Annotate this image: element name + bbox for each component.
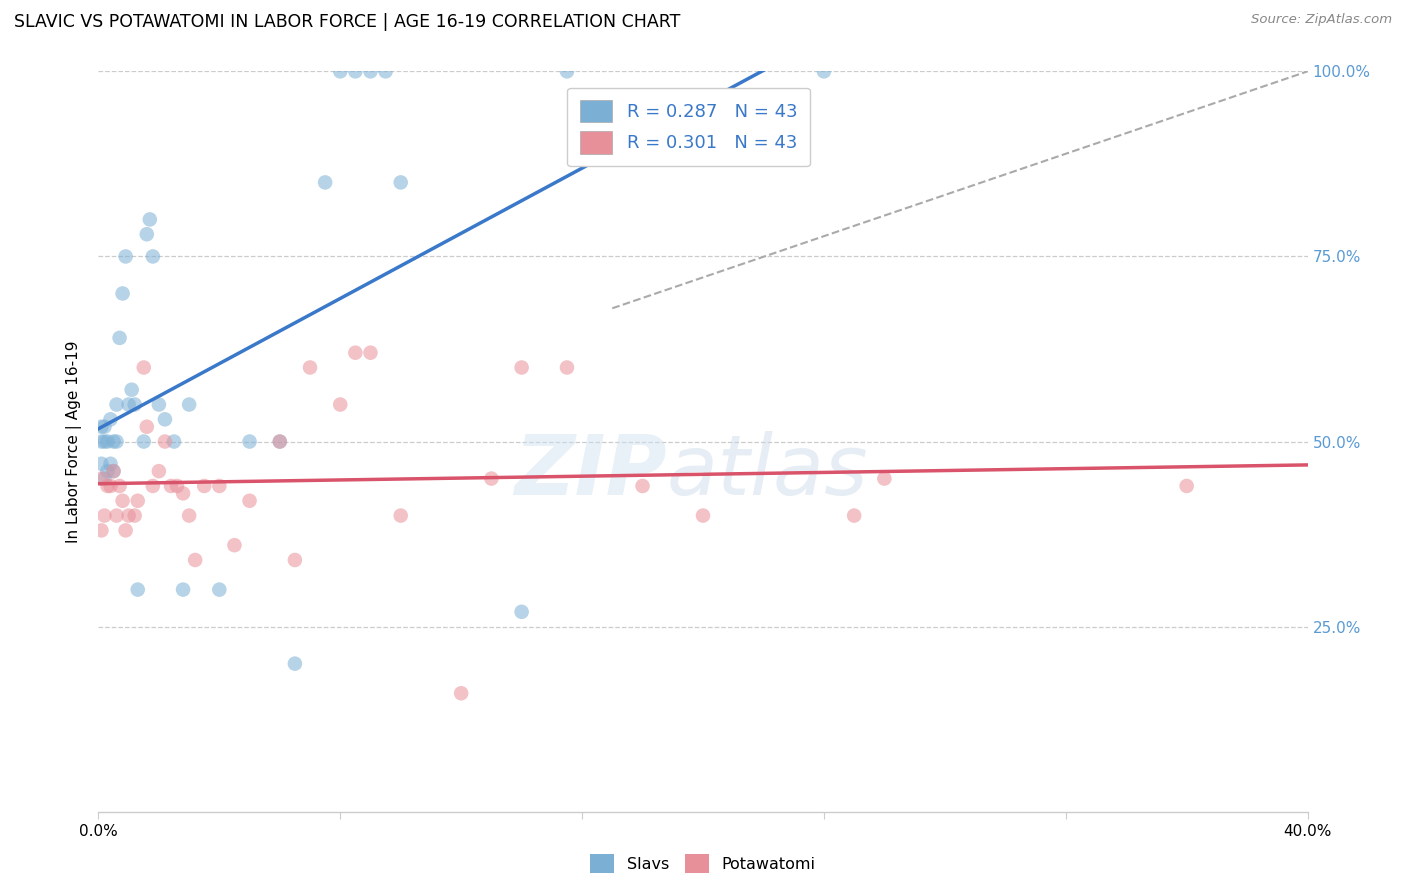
Point (103, 434, 125, 449)
Point (105, 508, 128, 523)
Point (148, 464, 170, 478)
Point (105, 398, 128, 412)
Point (132, 434, 155, 449)
Point (132, 360, 155, 375)
Text: Source: ZipAtlas.com: Source: ZipAtlas.com (1251, 13, 1392, 27)
Point (124, 508, 146, 523)
Point (163, 434, 186, 449)
Point (844, 508, 866, 523)
Point (100, 412, 122, 426)
Point (374, 64, 396, 78)
Point (96, 479, 118, 493)
Point (139, 212, 162, 227)
Point (93, 434, 115, 449)
Point (118, 398, 141, 412)
Point (111, 493, 134, 508)
Point (389, 175, 412, 190)
Point (114, 524, 136, 538)
Point (96, 464, 118, 478)
Point (114, 250, 136, 264)
Point (284, 657, 307, 671)
Point (121, 383, 143, 397)
Point (344, 64, 367, 78)
Point (360, 345, 382, 359)
Point (153, 412, 176, 426)
Point (100, 457, 122, 471)
Point (135, 227, 157, 242)
Text: atlas: atlas (666, 431, 869, 512)
Point (108, 479, 131, 493)
Point (239, 434, 262, 449)
Point (193, 479, 215, 493)
Point (111, 286, 134, 301)
Point (389, 508, 412, 523)
Point (127, 493, 149, 508)
Point (481, 471, 503, 485)
Point (284, 553, 307, 567)
Point (93, 508, 115, 523)
Point (172, 486, 194, 500)
Point (299, 360, 322, 375)
Point (184, 553, 207, 567)
Point (360, 64, 382, 78)
Point (127, 582, 149, 597)
Point (269, 434, 291, 449)
Point (239, 493, 262, 508)
Point (103, 464, 125, 478)
Y-axis label: In Labor Force | Age 16-19: In Labor Force | Age 16-19 (66, 340, 83, 543)
Point (93, 471, 115, 485)
Point (172, 582, 194, 597)
Point (90, 419, 112, 434)
Point (208, 582, 231, 597)
Point (118, 508, 141, 523)
Point (142, 479, 165, 493)
Point (166, 479, 188, 493)
Text: ZIP: ZIP (515, 431, 666, 512)
Point (450, 686, 472, 700)
Point (135, 419, 157, 434)
Point (148, 398, 170, 412)
Point (90, 457, 112, 471)
Point (105, 434, 128, 449)
Legend: Slavs, Potawatomi: Slavs, Potawatomi (583, 847, 823, 880)
Point (108, 331, 131, 345)
Point (179, 398, 201, 412)
Point (692, 508, 714, 523)
Text: SLAVIC VS POTAWATOMI IN LABOR FORCE | AGE 16-19 CORRELATION CHART: SLAVIC VS POTAWATOMI IN LABOR FORCE | AG… (14, 13, 681, 31)
Point (93, 419, 115, 434)
Point (103, 464, 125, 478)
Point (90, 524, 112, 538)
Point (873, 471, 896, 485)
Point (813, 64, 835, 78)
Point (1175, 479, 1198, 493)
Point (160, 479, 183, 493)
Point (100, 479, 122, 493)
Point (90, 434, 112, 449)
Point (314, 175, 336, 190)
Point (224, 538, 246, 552)
Point (90, 471, 112, 485)
Point (96, 434, 118, 449)
Point (344, 345, 367, 359)
Point (329, 398, 352, 412)
Point (329, 64, 352, 78)
Point (269, 434, 291, 449)
Point (510, 605, 533, 619)
Legend: R = 0.287   N = 43, R = 0.301   N = 43: R = 0.287 N = 43, R = 0.301 N = 43 (567, 87, 810, 166)
Point (153, 434, 176, 449)
Point (124, 398, 146, 412)
Point (179, 508, 201, 523)
Point (555, 360, 578, 375)
Point (555, 64, 578, 78)
Point (142, 250, 165, 264)
Point (510, 360, 533, 375)
Point (208, 479, 231, 493)
Point (631, 479, 654, 493)
